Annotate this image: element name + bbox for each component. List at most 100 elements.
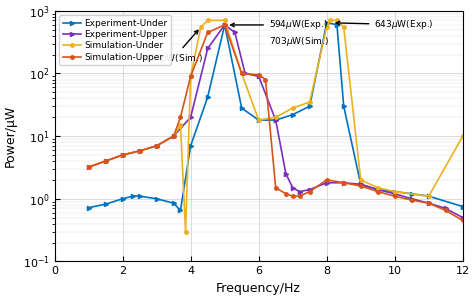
Simulation-Under: [334, 19, 340, 22]
Experiment-Upper: [307, 188, 312, 191]
Simulation-Under: [341, 25, 346, 29]
Experiment-Upper: [232, 31, 238, 34]
Experiment-Upper: [120, 153, 126, 157]
Simulation-Under: [327, 19, 333, 22]
Experiment-Upper: [392, 192, 398, 196]
Experiment-Under: [324, 21, 329, 25]
Legend: Experiment-Under, Experiment-Upper, Simulation-Under, Simulation-Upper: Experiment-Under, Experiment-Upper, Simu…: [59, 15, 171, 65]
Experiment-Under: [130, 194, 136, 198]
Line: Simulation-Under: Simulation-Under: [87, 19, 465, 233]
Simulation-Under: [375, 186, 381, 190]
Experiment-Under: [341, 104, 346, 108]
Simulation-Upper: [256, 73, 262, 77]
Experiment-Under: [171, 202, 176, 205]
Experiment-Upper: [443, 207, 448, 210]
Experiment-Upper: [460, 216, 465, 219]
Experiment-Upper: [137, 149, 143, 153]
Experiment-Upper: [256, 74, 262, 78]
Simulation-Upper: [460, 219, 465, 222]
Simulation-Upper: [426, 202, 432, 205]
Experiment-Under: [103, 202, 109, 206]
Simulation-Upper: [188, 74, 193, 78]
Experiment-Under: [205, 95, 210, 99]
Experiment-Upper: [297, 190, 302, 193]
Experiment-Upper: [242, 72, 248, 75]
Simulation-Under: [358, 178, 364, 182]
Simulation-Under: [188, 74, 193, 78]
Simulation-Upper: [103, 159, 109, 163]
Simulation-Under: [171, 134, 176, 138]
Experiment-Under: [358, 182, 364, 186]
Simulation-Under: [239, 72, 245, 75]
Experiment-Under: [460, 205, 465, 208]
Simulation-Under: [392, 190, 398, 193]
Experiment-Upper: [154, 144, 159, 148]
Experiment-Under: [178, 209, 183, 212]
Experiment-Under: [137, 194, 143, 198]
Line: Experiment-Upper: Experiment-Upper: [87, 23, 465, 220]
Simulation-Under: [120, 153, 126, 157]
Simulation-Under: [154, 144, 159, 148]
Simulation-Upper: [222, 23, 228, 27]
Experiment-Under: [120, 197, 126, 201]
Experiment-Under: [222, 23, 228, 27]
Simulation-Under: [324, 25, 329, 29]
Experiment-Under: [188, 144, 193, 148]
Simulation-Under: [182, 230, 188, 233]
Simulation-Upper: [205, 31, 210, 34]
Simulation-Upper: [297, 194, 302, 198]
Simulation-Under: [426, 194, 432, 198]
Experiment-Under: [392, 190, 398, 193]
Text: 654$\mu$W(Sim.): 654$\mu$W(Sim.): [143, 30, 203, 65]
Experiment-Under: [273, 118, 279, 122]
Simulation-Upper: [171, 134, 176, 138]
Experiment-Under: [154, 197, 159, 201]
Simulation-Under: [222, 19, 228, 22]
Simulation-Under: [273, 115, 279, 119]
Experiment-Upper: [222, 23, 228, 27]
Simulation-Upper: [239, 72, 245, 75]
Simulation-Upper: [154, 144, 159, 148]
Experiment-Upper: [283, 172, 289, 176]
Simulation-Under: [205, 19, 210, 22]
Simulation-Under: [86, 165, 91, 169]
Simulation-Upper: [409, 198, 415, 202]
Simulation-Upper: [273, 186, 279, 190]
Simulation-Upper: [263, 78, 268, 81]
Experiment-Under: [334, 23, 340, 27]
Simulation-Under: [256, 118, 262, 122]
Experiment-Upper: [86, 165, 91, 169]
Experiment-Under: [256, 118, 262, 122]
Experiment-Under: [375, 188, 381, 191]
Experiment-Upper: [426, 202, 432, 205]
Experiment-Upper: [103, 159, 109, 163]
Simulation-Upper: [283, 192, 289, 196]
Simulation-Upper: [375, 190, 381, 193]
Simulation-Upper: [341, 181, 346, 184]
Experiment-Under: [290, 113, 296, 116]
Simulation-Upper: [358, 184, 364, 188]
Experiment-Upper: [409, 197, 415, 201]
Simulation-Under: [178, 123, 183, 127]
Simulation-Upper: [137, 149, 143, 153]
Y-axis label: Power/μW: Power/μW: [4, 105, 17, 167]
Simulation-Upper: [324, 178, 329, 182]
Simulation-Under: [460, 134, 465, 138]
Simulation-Upper: [120, 153, 126, 157]
Simulation-Upper: [307, 190, 312, 193]
Text: 594$\mu$W(Exp.): 594$\mu$W(Exp.): [231, 19, 328, 31]
Simulation-Under: [137, 149, 143, 153]
Text: 643$\mu$W(Exp.): 643$\mu$W(Exp.): [336, 18, 434, 31]
Line: Experiment-Under: Experiment-Under: [87, 21, 465, 213]
Simulation-Under: [290, 106, 296, 110]
Experiment-Upper: [324, 181, 329, 184]
Experiment-Under: [426, 194, 432, 198]
Simulation-Upper: [290, 194, 296, 198]
Simulation-Under: [198, 25, 204, 29]
Experiment-Upper: [171, 134, 176, 138]
Simulation-Under: [307, 100, 312, 104]
X-axis label: Frequency/Hz: Frequency/Hz: [216, 282, 301, 295]
Experiment-Upper: [205, 47, 210, 50]
Experiment-Upper: [358, 182, 364, 186]
Simulation-Upper: [178, 115, 183, 119]
